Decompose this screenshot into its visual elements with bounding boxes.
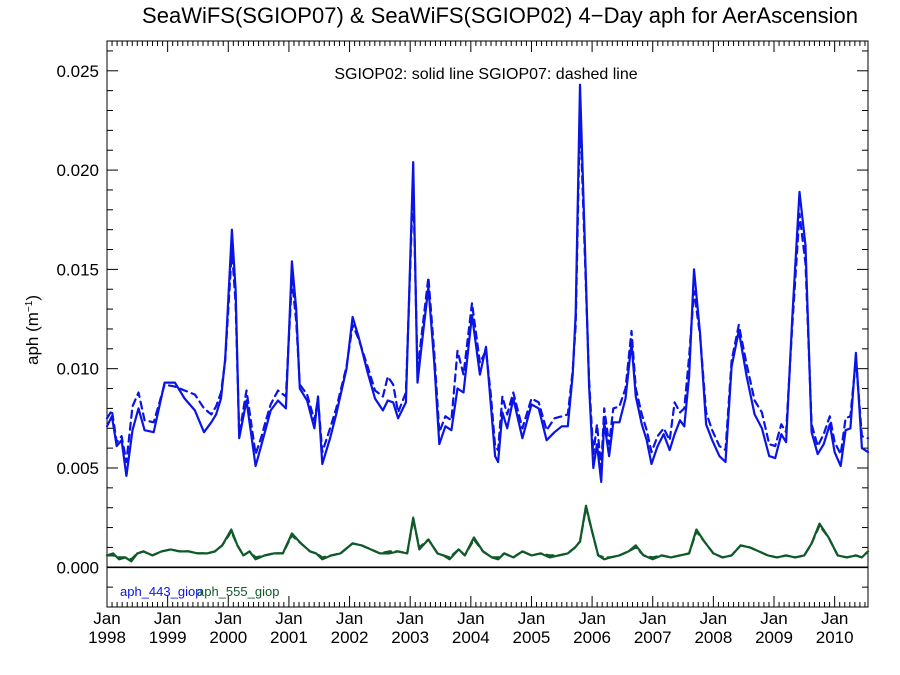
x-tick-year-label: 2006 xyxy=(573,628,611,647)
plot-border xyxy=(106,40,869,608)
x-tick-year-label: 2005 xyxy=(513,628,551,647)
x-tick-month-label: Jan xyxy=(154,609,181,628)
x-tick-year-label: 2010 xyxy=(816,628,854,647)
legend-entry: aph_555_giop xyxy=(197,584,279,599)
x-tick-month-label: Jan xyxy=(639,609,666,628)
x-tick-month-label: Jan xyxy=(760,609,787,628)
legend-entry: aph_443_giop xyxy=(120,584,202,599)
x-tick-year-label: 2008 xyxy=(694,628,732,647)
x-tick-year-label: 1999 xyxy=(149,628,187,647)
y-tick-label: 0.015 xyxy=(56,260,99,279)
line-style-annotation: SGIOP02: solid line SGIOP07: dashed line xyxy=(334,66,637,83)
x-tick-month-label: Jan xyxy=(93,609,120,628)
y-axis: 0.000 0.005 0.010 0.015 0.020 0.025 xyxy=(56,50,868,608)
svg-text:aph (m−1): aph (m−1) xyxy=(23,295,42,365)
series-line-aph-443-sgiop07 xyxy=(105,109,870,470)
y-tick-label: 0.020 xyxy=(56,161,99,180)
y-tick-label: 0.000 xyxy=(56,558,99,577)
x-tick-month-label: Jan xyxy=(275,609,302,628)
series-line-aph-443-giop xyxy=(105,83,870,483)
x-tick-month-label: Jan xyxy=(821,609,848,628)
y-axis-label-close: ) xyxy=(23,295,42,301)
plot-frame xyxy=(106,40,869,608)
y-tick-label: 0.010 xyxy=(56,360,99,379)
x-tick-month-label: Jan xyxy=(336,609,363,628)
x-tick-month-label: Jan xyxy=(700,609,727,628)
y-tick-label: 0.005 xyxy=(56,459,99,478)
x-tick-year-label: 2004 xyxy=(452,628,490,647)
x-axis: Jan1998Jan1999Jan2000Jan2001Jan2002Jan20… xyxy=(88,41,866,647)
x-tick-year-label: 1998 xyxy=(88,628,126,647)
x-tick-month-label: Jan xyxy=(396,609,423,628)
x-tick-year-label: 2000 xyxy=(209,628,247,647)
x-tick-year-label: 2009 xyxy=(755,628,793,647)
y-tick-label: 0.025 xyxy=(56,62,99,81)
x-tick-month-label: Jan xyxy=(457,609,484,628)
series-group xyxy=(105,83,870,563)
x-tick-month-label: Jan xyxy=(518,609,545,628)
x-tick-year-label: 2002 xyxy=(331,628,369,647)
x-tick-month-label: Jan xyxy=(578,609,605,628)
y-axis-label: aph (m−1) xyxy=(23,295,42,365)
y-axis-label-superscript: −1 xyxy=(24,300,35,312)
x-tick-month-label: Jan xyxy=(215,609,242,628)
x-tick-year-label: 2007 xyxy=(634,628,672,647)
series-line-aph-555-giop xyxy=(105,504,870,563)
chart-title: SeaWiFS(SGIOP07) & SeaWiFS(SGIOP02) 4−Da… xyxy=(142,3,858,28)
x-tick-year-label: 2001 xyxy=(270,628,308,647)
series-line-aph-555-sgiop07 xyxy=(105,506,870,561)
y-axis-label-text: aph (m xyxy=(23,312,42,365)
x-tick-year-label: 2003 xyxy=(391,628,429,647)
